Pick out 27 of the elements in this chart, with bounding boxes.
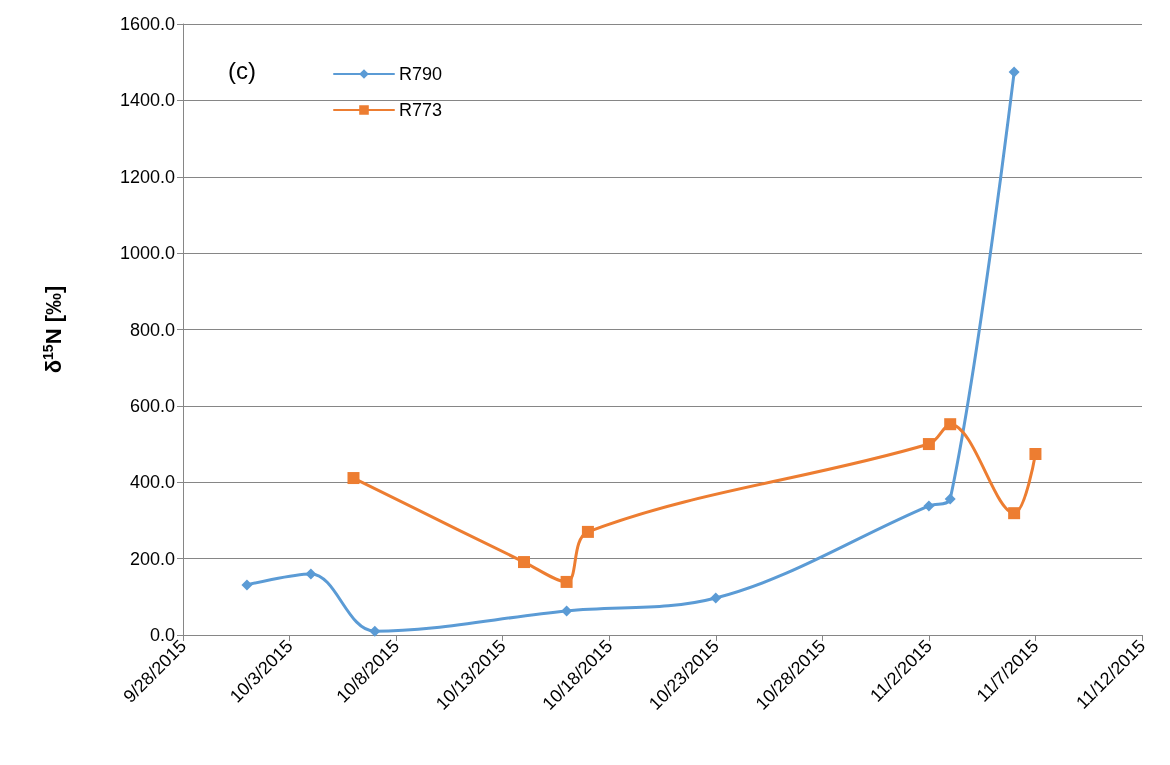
point	[347, 472, 360, 485]
y-tick-label: 600.0	[129, 395, 175, 416]
y-tick-label: 800.0	[129, 319, 175, 340]
point	[517, 556, 530, 569]
point	[922, 438, 935, 451]
legend-label: R790	[399, 64, 443, 84]
point	[710, 592, 722, 604]
point	[1008, 507, 1021, 520]
y-tick-label: 200.0	[129, 548, 175, 569]
point	[241, 579, 253, 591]
point	[581, 525, 594, 538]
y-tick-label: 1600.0	[119, 14, 175, 34]
legend-label: R773	[399, 100, 443, 120]
point	[560, 575, 573, 588]
y-tick-label: 400.0	[129, 472, 175, 493]
point	[944, 418, 957, 431]
y-tick-label: 1000.0	[119, 243, 175, 264]
point	[1029, 447, 1042, 460]
point	[305, 568, 317, 580]
y-tick-label: 1200.0	[119, 166, 175, 187]
point	[1008, 66, 1020, 78]
point	[369, 625, 381, 637]
annotation: (c)	[228, 56, 256, 84]
point	[944, 493, 956, 505]
y-axis-title: δ15N [‰]	[40, 285, 66, 374]
y-tick-label: 1400.0	[119, 90, 175, 111]
point	[923, 500, 935, 512]
